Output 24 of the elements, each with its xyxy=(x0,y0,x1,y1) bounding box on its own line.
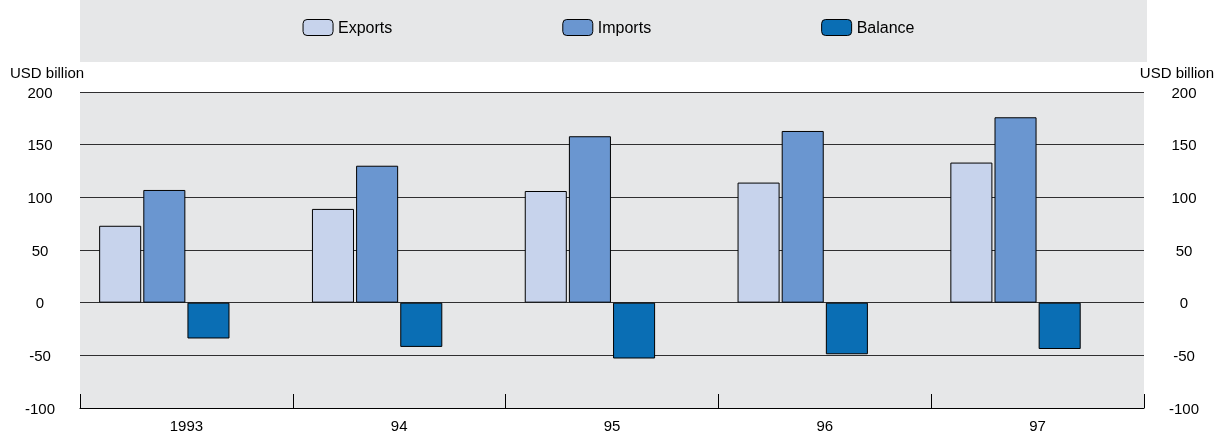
x-tick-label: 97 xyxy=(1029,417,1046,434)
legend-label: Balance xyxy=(856,19,915,36)
y2-tick-label: 50 xyxy=(1175,241,1193,259)
y2-tick-label: 0 xyxy=(1179,294,1189,312)
y-tick-label: 0 xyxy=(35,294,45,312)
y2-tick-label: 200 xyxy=(1171,83,1197,101)
legend-label: Imports xyxy=(597,19,652,36)
x-tick-label: 1993 xyxy=(169,417,204,434)
y2-tick-label: -50 xyxy=(1173,346,1195,364)
y-tick-label: -100 xyxy=(24,399,56,417)
y2-tick-label: 100 xyxy=(1171,188,1197,206)
y-tick-label: 50 xyxy=(31,241,49,259)
legend-label: Exports xyxy=(338,19,393,36)
y2-tick-label: 150 xyxy=(1171,136,1197,154)
y-axis-title: USD billion xyxy=(10,64,85,81)
y2-axis-title: USD billion xyxy=(1139,64,1214,81)
y-tick-label: 100 xyxy=(27,188,53,206)
y2-tick-label: -100 xyxy=(1168,399,1200,417)
y-tick-label: -50 xyxy=(29,346,51,364)
x-tick-label: 94 xyxy=(390,417,408,434)
x-tick-label: 96 xyxy=(816,417,834,434)
y-tick-label: 150 xyxy=(27,136,53,154)
x-tick-label: 95 xyxy=(603,417,621,434)
y-tick-label: 200 xyxy=(27,83,53,101)
